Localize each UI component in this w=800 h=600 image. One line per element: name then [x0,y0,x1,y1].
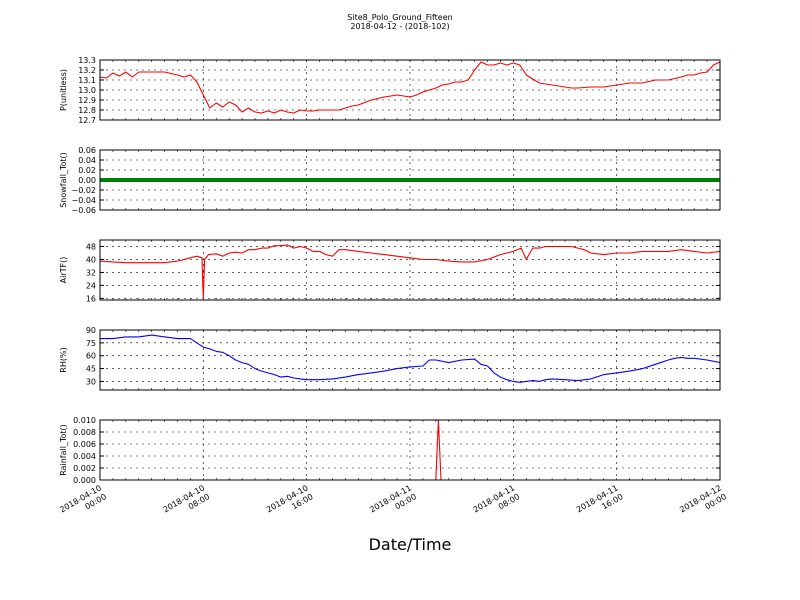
panel-4: 0.000 0.002 0.004 0.006 0.008 0.010 Rainfall_T… [59,416,721,485]
panel-0: 12.712.812.913.013.113.213.3 P(unitless) [59,56,721,125]
y-axis-label: Snowfall_Tot() [59,152,68,208]
y-tick-label: 32 [86,268,96,277]
y-tick-label: 45 [86,365,96,374]
x-axis-label: Date/Time [369,535,452,554]
y-tick-label: 48 [86,242,96,251]
y-tick-label: −0.02 [71,186,96,195]
y-axis-label: Rainfall_Tot() [59,424,68,476]
panel-1: −0.06−0.04−0.020.000.020.040.06 Snowfall_… [59,146,721,215]
y-tick-label: 13.2 [78,66,96,75]
chart-title: Site8_Polo_Ground_Fifteen [347,13,452,22]
y-tick-label: 0.02 [78,166,96,175]
y-tick-label: 24 [86,281,96,290]
y-tick-label: 75 [86,339,96,348]
series-line [99,244,721,299]
y-tick-label: 0.000 [73,476,96,485]
y-tick-label: 0.006 [73,440,96,449]
series-line [100,334,721,383]
y-tick-label: 0.010 [73,416,96,425]
y-tick-label: 13.3 [78,56,96,65]
y-tick-label: 13.0 [78,86,96,95]
y-tick-label: 16 [86,294,96,303]
y-tick-label: 12.9 [78,96,96,105]
y-tick-label: 90 [86,326,96,335]
y-axis-label: P(unitless) [59,69,68,111]
series-line [99,61,721,114]
axes-frame [99,59,721,121]
y-tick-label: 60 [86,352,96,361]
y-tick-label: 0.002 [73,464,96,473]
y-axis-label: RH(%) [59,347,68,372]
y-tick-label: 30 [86,377,96,386]
chart-subtitle: 2018-04-12 - (2018-102) [350,22,449,31]
axes-frame [99,239,721,301]
y-axis-label: AirTF() [59,257,68,284]
y-tick-label: −0.04 [71,196,96,205]
panel-3: 30 45 60 75 90 RH(%) [59,326,721,391]
y-tick-label: 0.04 [78,156,96,165]
y-tick-label: −0.06 [71,206,96,215]
axes-frame [99,419,721,481]
y-tick-label: 13.1 [78,76,96,85]
y-tick-label: 12.7 [78,116,96,125]
y-tick-label: 40 [86,255,96,264]
panels: 12.712.812.913.013.113.213.3 P(unitless) −… [59,56,721,485]
panel-2: 16 24 32 40 48 AirTF() [59,239,721,303]
axes-frame [99,149,721,211]
axes-frame [99,329,721,391]
y-tick-label: 0.00 [78,176,96,185]
y-tick-label: 12.8 [78,106,96,115]
y-tick-label: 0.004 [73,452,96,461]
y-tick-label: 0.008 [73,428,96,437]
y-tick-label: 0.06 [78,146,96,155]
